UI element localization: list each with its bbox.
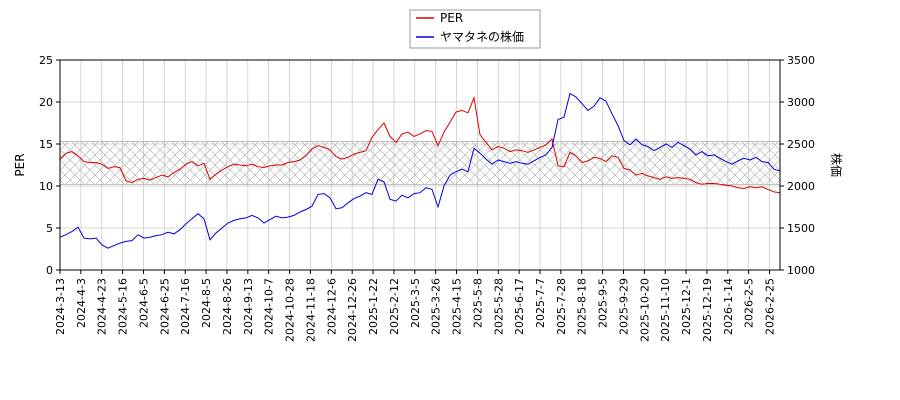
- series-layer: [60, 92, 780, 249]
- x-tick-label: 2024-9-13: [242, 278, 255, 335]
- x-tick-label: 2025-7-7: [534, 278, 547, 328]
- series-line-per: [60, 95, 780, 194]
- x-tick-label: 2025-12-1: [680, 278, 693, 335]
- x-tick-label: 2025-5-8: [471, 278, 484, 328]
- x-tick-label: 2024-4-3: [75, 278, 88, 328]
- x-tick-label: 2025-4-15: [451, 278, 464, 335]
- y-right-tick-label: 2500: [787, 138, 815, 151]
- x-tick-label: 2025-2-12: [388, 278, 401, 335]
- y-right-tick-label: 3000: [787, 96, 815, 109]
- legend-label-per: PER: [440, 11, 463, 25]
- x-tick-label: 2025-12-19: [701, 278, 714, 342]
- x-tick-label: 2024-11-18: [304, 278, 317, 342]
- x-tick-label: 2024-3-13: [54, 278, 67, 335]
- x-tick-label: 2025-6-17: [513, 278, 526, 335]
- x-tick-label: 2024-12-6: [325, 278, 338, 335]
- plot-frame: [59, 59, 781, 271]
- y-right-axis-label: 株価: [829, 153, 844, 177]
- y-left-axis-label: PER: [13, 153, 27, 176]
- x-tick-label: 2024-10-28: [284, 278, 297, 342]
- x-tick-label: 2024-8-5: [200, 278, 213, 328]
- left-axis: 0 5 10 15 20 25: [39, 54, 60, 277]
- x-tick-label: 2024-5-16: [117, 278, 130, 335]
- y-left-tick-label: 0: [46, 264, 53, 277]
- series-line-price: [60, 92, 780, 249]
- legend-label-price: ヤマタネの株価: [440, 29, 524, 44]
- x-tick-label: 2025-1-22: [367, 278, 380, 335]
- y-left-tick-label: 10: [39, 180, 53, 193]
- x-tick-label: 2026-1-14: [722, 278, 735, 335]
- x-tick-label: 2025-3-5: [409, 278, 422, 328]
- x-tick-label: 2024-7-16: [179, 278, 192, 335]
- x-axis: 2024-3-13 2024-4-3 2024-4-23 2024-5-16 2024-…: [54, 270, 777, 342]
- x-tick-label: 2024-4-23: [96, 278, 109, 335]
- band: [59, 141, 781, 185]
- x-tick-label: 2026-2-5: [743, 278, 756, 328]
- y-left-tick-label: 20: [39, 96, 53, 109]
- x-tick-label: 2025-5-28: [492, 278, 505, 335]
- legend: PER ヤマタネの株価: [409, 9, 541, 49]
- y-right-tick-label: 3500: [787, 54, 815, 67]
- x-tick-label: 2025-3-26: [430, 278, 443, 335]
- x-tick-label: 2025-9-29: [617, 278, 630, 335]
- x-tick-label: 2025-7-28: [555, 278, 568, 335]
- legend-box: [409, 9, 541, 49]
- y-left-tick-label: 25: [39, 54, 53, 67]
- x-tick-label: 2025-8-18: [576, 278, 589, 335]
- y-left-tick-label: 15: [39, 138, 53, 151]
- x-tick-label: 2024-8-26: [221, 278, 234, 335]
- y-left-tick-label: 5: [46, 222, 53, 235]
- x-tick-label: 2024-6-25: [158, 278, 171, 335]
- x-tick-label: 2024-6-5: [137, 278, 150, 328]
- right-axis: 1000 1500 2000 2500 3000 3500: [780, 54, 815, 277]
- x-tick-label: 2025-11-10: [659, 278, 672, 342]
- x-tick-label: 2026-2-25: [764, 278, 777, 335]
- y-right-tick-label: 1500: [787, 222, 815, 235]
- x-tick-label: 2025-10-20: [638, 278, 651, 342]
- x-tick-label: 2024-12-26: [346, 278, 359, 342]
- y-right-tick-label: 1000: [787, 264, 815, 277]
- y-right-tick-label: 2000: [787, 180, 815, 193]
- x-tick-label: 2025-9-5: [597, 278, 610, 328]
- x-tick-label: 2024-10-7: [263, 278, 276, 335]
